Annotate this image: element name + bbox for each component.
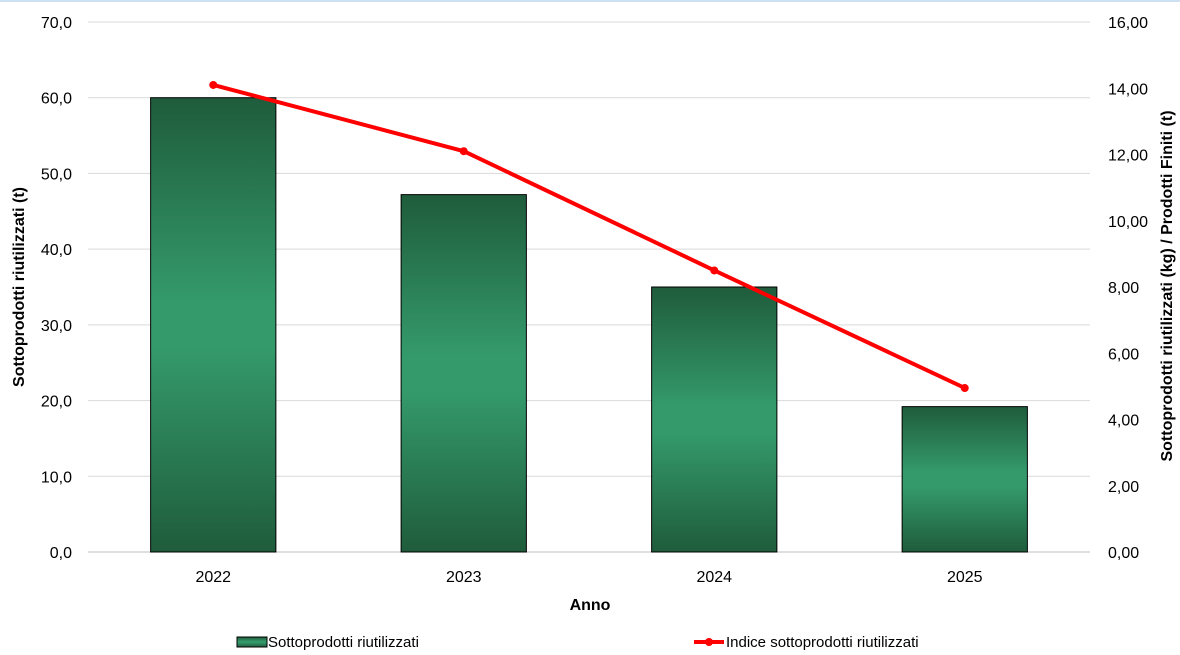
x-axis-ticks: 2022 2023 2024 2025: [195, 569, 982, 586]
line-point: [960, 384, 969, 393]
legend: Sottoprodotti riutilizzati Indice sottop…: [236, 634, 919, 651]
y2-tick-label: 8,00: [1108, 280, 1139, 297]
legend-line-label: Indice sottoprodotti riutilizzati: [726, 634, 919, 651]
bar: [150, 97, 277, 553]
y-tick-label: 70,0: [41, 15, 72, 32]
y-tick-label: 20,0: [41, 394, 72, 411]
bar: [901, 406, 1028, 553]
y2-tick-label: 16,00: [1108, 15, 1148, 32]
y-tick-label: 10,0: [41, 469, 72, 486]
line-point: [710, 266, 719, 275]
y-tick-label: 50,0: [41, 166, 72, 183]
legend-bar-label: Sottoprodotti riutilizzati: [268, 634, 419, 651]
x-tick-label: 2022: [195, 569, 231, 586]
bar: [400, 194, 527, 553]
legend-bar-swatch: [236, 636, 268, 648]
legend-item-bars: Sottoprodotti riutilizzati: [236, 634, 419, 651]
line-point: [209, 80, 218, 89]
y-tick-label: 30,0: [41, 318, 72, 335]
x-tick-label: 2024: [696, 569, 732, 586]
right-axis-ticks: 0,00 2,00 4,00 6,00 8,00 10,00 12,00 14,00 16,00: [1108, 15, 1148, 562]
x-tick-label: 2025: [947, 569, 983, 586]
y2-tick-label: 0,00: [1108, 545, 1139, 562]
y2-tick-label: 4,00: [1108, 413, 1139, 430]
y2-tick-label: 2,00: [1108, 479, 1139, 496]
y-axis-title: Sottoprodotti riutilizzati (t): [11, 187, 28, 387]
x-axis-title: Anno: [570, 597, 611, 614]
legend-line-marker: [705, 638, 713, 646]
y2-tick-label: 10,00: [1108, 214, 1148, 231]
y2-tick-label: 14,00: [1108, 81, 1148, 98]
y-tick-label: 0,0: [50, 545, 72, 562]
y2-tick-label: 12,00: [1108, 148, 1148, 165]
y-tick-label: 60,0: [41, 91, 72, 108]
x-tick-label: 2023: [446, 569, 482, 586]
left-axis-ticks: 0,0 10,0 20,0 30,0 40,0 50,0 60,0 70,0: [41, 15, 72, 562]
legend-item-line: Indice sottoprodotti riutilizzati: [694, 634, 919, 651]
y2-tick-label: 6,00: [1108, 346, 1139, 363]
series-line: [211, 82, 967, 390]
line-series: [209, 80, 969, 393]
y2-axis-title: Sottoprodotti riutilizzati (kg) / Prodot…: [1159, 110, 1176, 461]
line-point: [459, 147, 468, 156]
y-tick-label: 40,0: [41, 242, 72, 259]
bar: [651, 286, 778, 553]
bar-series: [150, 97, 1028, 553]
